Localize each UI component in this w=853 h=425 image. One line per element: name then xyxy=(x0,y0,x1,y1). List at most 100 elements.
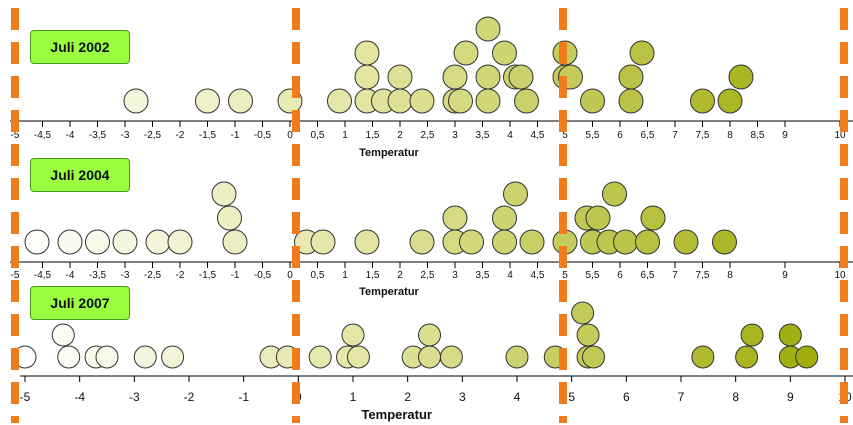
data-point xyxy=(492,40,517,66)
data-point xyxy=(691,345,715,369)
x-tick-label: 8 xyxy=(727,130,733,141)
x-tick-label: 6,5 xyxy=(641,130,655,141)
x-tick-label: -2 xyxy=(176,130,185,141)
x-tick-label: -3 xyxy=(129,390,140,404)
x-tick-label: -3,5 xyxy=(89,130,107,141)
data-point xyxy=(310,229,336,255)
x-tick-label: 5 xyxy=(562,270,568,281)
x-tick-label: -4,5 xyxy=(34,130,52,141)
data-point xyxy=(690,88,715,114)
x-tick-label: 0,5 xyxy=(311,130,325,141)
x-tick-label: -1,5 xyxy=(199,130,217,141)
x-tick-label: 7,5 xyxy=(696,130,710,141)
x-tick-label: 3 xyxy=(452,130,458,141)
data-point xyxy=(582,345,606,369)
x-axis-title: Temperatur xyxy=(359,286,419,298)
data-point xyxy=(629,40,655,66)
x-tick-label: -4 xyxy=(66,270,75,281)
x-tick-label: 4 xyxy=(507,130,513,141)
data-point xyxy=(618,64,644,90)
x-tick-label: 1 xyxy=(350,390,357,404)
x-tick-label: 8 xyxy=(727,270,733,281)
data-point xyxy=(635,229,660,255)
data-point xyxy=(778,323,802,347)
data-point xyxy=(514,88,539,114)
data-point xyxy=(712,229,737,255)
x-tick-label: -0,5 xyxy=(254,270,272,281)
data-point xyxy=(418,323,442,347)
x-tick-label: 5,5 xyxy=(586,270,600,281)
panel-title-2002: Juli 2002 xyxy=(30,30,130,64)
data-point xyxy=(519,229,545,255)
data-point xyxy=(354,64,380,90)
x-tick-label: 7 xyxy=(672,270,678,281)
data-point xyxy=(585,205,611,231)
x-tick-label: -2 xyxy=(184,390,195,404)
x-tick-label: 2,5 xyxy=(421,130,435,141)
x-tick-label: -1,5 xyxy=(199,270,217,281)
panel-2: -5-4-3-2-1012345678910Temperatur xyxy=(13,301,853,422)
data-point xyxy=(795,345,819,369)
data-point xyxy=(492,229,517,255)
data-point xyxy=(492,205,517,231)
data-point xyxy=(459,229,484,255)
x-tick-label: 0 xyxy=(287,130,293,141)
data-point xyxy=(618,88,644,114)
x-tick-label: 8 xyxy=(732,390,739,404)
data-point xyxy=(580,88,605,114)
x-tick-label: 4,5 xyxy=(531,270,545,281)
x-tick-label: 10 xyxy=(834,270,846,281)
x-tick-label: 1,5 xyxy=(366,270,380,281)
x-tick-label: 8,5 xyxy=(751,130,765,141)
x-tick-label: 7,5 xyxy=(696,270,710,281)
x-tick-label: -5 xyxy=(20,390,31,404)
data-point xyxy=(448,88,473,114)
data-point xyxy=(409,88,435,114)
data-point xyxy=(409,229,435,255)
data-point xyxy=(571,301,595,325)
data-point xyxy=(717,88,743,114)
data-point xyxy=(740,323,764,347)
x-tick-label: 6 xyxy=(617,270,623,281)
x-tick-label: 3 xyxy=(452,270,458,281)
data-point xyxy=(167,229,193,255)
x-tick-label: 2 xyxy=(404,390,411,404)
x-tick-label: -4 xyxy=(66,130,75,141)
x-tick-label: -5 xyxy=(11,270,20,281)
x-tick-label: -2 xyxy=(176,270,185,281)
data-point xyxy=(387,64,413,90)
data-point xyxy=(576,323,600,347)
data-point xyxy=(475,64,501,90)
x-tick-label: 4,5 xyxy=(531,130,545,141)
x-tick-label: -4 xyxy=(74,390,85,404)
x-tick-label: -2,5 xyxy=(144,130,162,141)
x-tick-label: 4 xyxy=(507,270,513,281)
x-tick-label: 5,5 xyxy=(586,130,600,141)
data-point xyxy=(453,40,479,66)
x-tick-label: 3 xyxy=(459,390,466,404)
x-tick-label: 9 xyxy=(787,390,794,404)
data-point xyxy=(354,229,380,255)
data-point xyxy=(217,205,242,231)
x-tick-label: 5 xyxy=(568,390,575,404)
x-tick-label: 3,5 xyxy=(476,270,490,281)
panel-title-2004: Juli 2004 xyxy=(30,158,130,192)
data-point xyxy=(505,345,529,369)
data-point xyxy=(503,181,528,207)
panel-title-2007: Juli 2007 xyxy=(30,286,130,320)
x-axis-title: Temperatur xyxy=(359,147,419,159)
panel-1: -5 -4,5 -4 -3,5 -3 -2,5 -2 -1,5 -1 -0,5 0 0,5 1 1,5 2 2… xyxy=(10,181,853,298)
data-point xyxy=(346,345,370,369)
x-tick-label: -4,5 xyxy=(34,270,52,281)
x-tick-label: 2 xyxy=(397,270,403,281)
data-point xyxy=(341,323,365,347)
data-point xyxy=(387,88,413,114)
data-point xyxy=(475,16,501,42)
x-tick-label: 9 xyxy=(782,130,788,141)
data-point xyxy=(112,229,138,255)
data-point xyxy=(145,229,171,255)
x-tick-label: 1 xyxy=(342,270,348,281)
x-tick-label: 6,5 xyxy=(641,270,655,281)
x-tick-label: 9 xyxy=(782,270,788,281)
x-tick-label: 4 xyxy=(514,390,521,404)
